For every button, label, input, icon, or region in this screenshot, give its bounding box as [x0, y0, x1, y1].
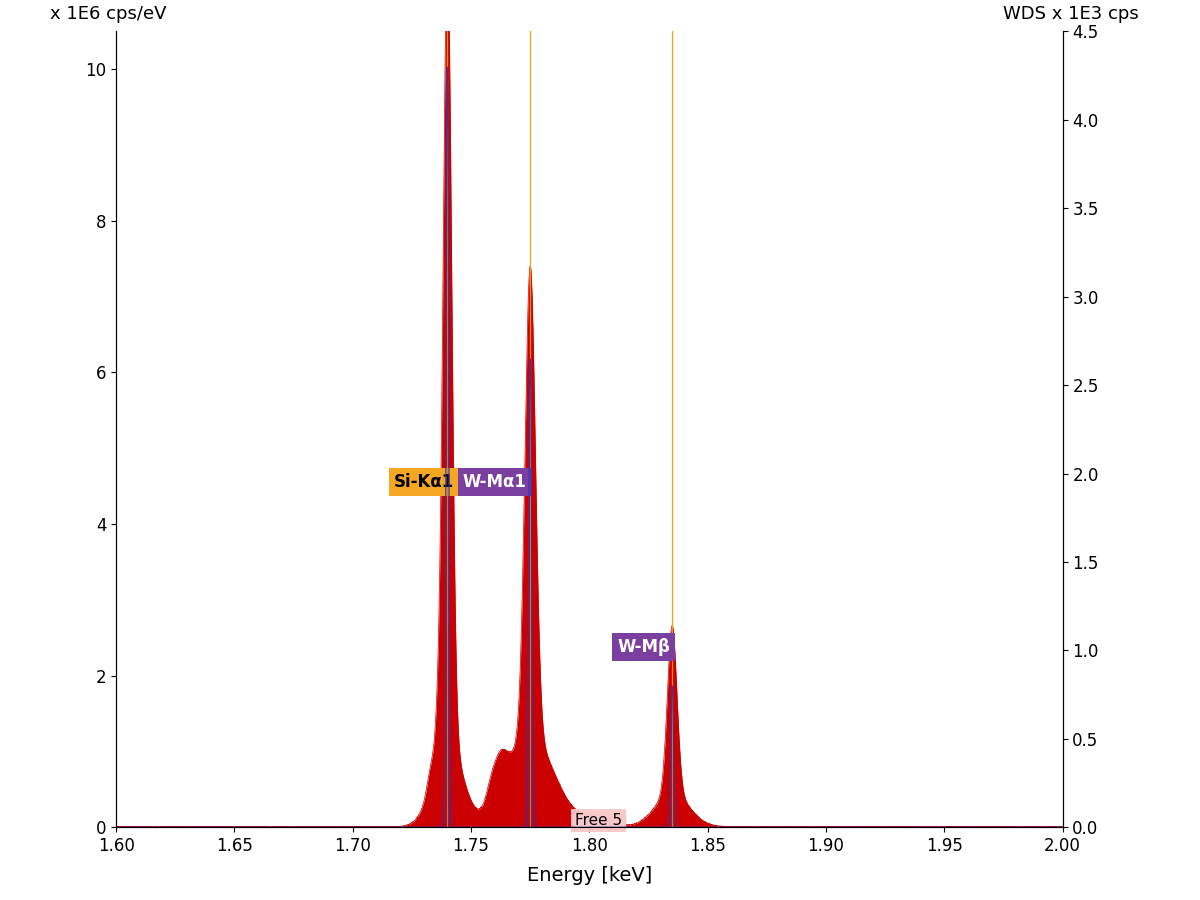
Text: Si-Kα1: Si-Kα1 [394, 473, 454, 491]
Y-axis label: WDS x 1E3 cps: WDS x 1E3 cps [1002, 5, 1139, 23]
Text: W-Mβ: W-Mβ [617, 638, 671, 656]
Y-axis label: x 1E6 cps/eV: x 1E6 cps/eV [50, 5, 167, 23]
Text: Free 5: Free 5 [575, 813, 623, 828]
Text: W-Mα1: W-Mα1 [463, 473, 527, 491]
X-axis label: Energy [keV]: Energy [keV] [527, 866, 652, 885]
